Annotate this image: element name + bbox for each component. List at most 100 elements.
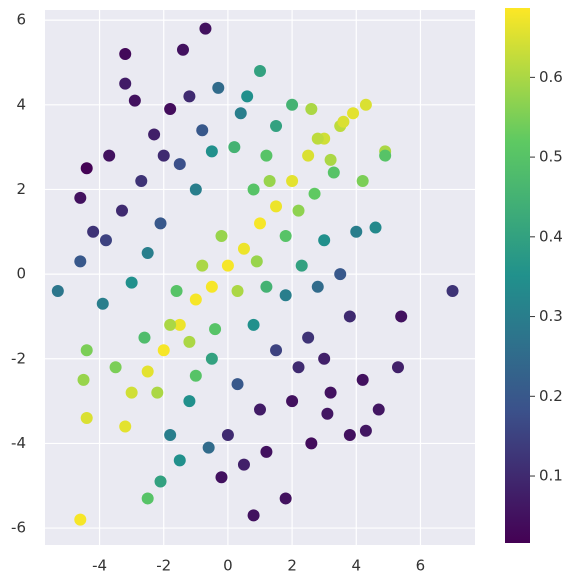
point: [318, 234, 331, 247]
point: [199, 22, 212, 35]
point: [189, 293, 202, 306]
point: [183, 395, 196, 408]
point: [359, 424, 372, 437]
y-tick-label: 0: [16, 265, 26, 283]
y-tick-label: -4: [11, 434, 26, 452]
point: [234, 107, 247, 120]
plot-area: [45, 10, 475, 545]
point: [209, 323, 222, 336]
point: [196, 124, 209, 137]
point: [379, 149, 392, 162]
point: [74, 513, 87, 526]
point: [173, 454, 186, 467]
point: [263, 174, 276, 187]
point: [343, 428, 356, 441]
point: [141, 492, 154, 505]
point: [321, 407, 334, 420]
point: [164, 103, 177, 116]
point: [135, 174, 148, 187]
point: [311, 280, 324, 293]
point: [359, 98, 372, 111]
point: [343, 310, 356, 323]
colorbar-tick-label: 0.1: [539, 467, 563, 485]
point: [221, 428, 234, 441]
point: [51, 285, 64, 298]
point: [173, 158, 186, 171]
point: [119, 77, 132, 90]
point: [164, 428, 177, 441]
point: [80, 162, 93, 175]
point: [154, 475, 167, 488]
point: [356, 174, 369, 187]
point: [334, 268, 347, 281]
point: [74, 255, 87, 268]
point: [302, 331, 315, 344]
point: [279, 230, 292, 243]
point: [241, 90, 254, 103]
point: [183, 90, 196, 103]
y-tick-label: 4: [16, 95, 26, 113]
point: [324, 386, 337, 399]
colorbar-tick-label: 0.2: [539, 387, 563, 405]
point: [116, 204, 129, 217]
point: [189, 183, 202, 196]
point: [292, 204, 305, 217]
point: [205, 352, 218, 365]
point: [221, 259, 234, 272]
point: [347, 107, 360, 120]
point: [87, 225, 100, 238]
point: [231, 285, 244, 298]
point: [302, 149, 315, 162]
point: [196, 259, 209, 272]
point: [305, 437, 318, 450]
point: [173, 318, 186, 331]
x-tick-label: 6: [416, 557, 426, 575]
point: [308, 187, 321, 200]
point: [151, 386, 164, 399]
point: [270, 119, 283, 132]
point: [260, 280, 273, 293]
point: [125, 386, 138, 399]
point: [157, 344, 170, 357]
point: [327, 166, 340, 179]
point: [215, 230, 228, 243]
point: [446, 285, 459, 298]
point: [154, 217, 167, 230]
point: [148, 128, 161, 141]
point: [80, 344, 93, 357]
y-tick-label: 6: [16, 11, 26, 29]
point: [279, 289, 292, 302]
point: [99, 234, 112, 247]
point: [128, 94, 141, 107]
point: [74, 191, 87, 204]
point: [254, 64, 266, 77]
point: [125, 276, 138, 289]
y-tick-label: -2: [11, 349, 26, 367]
point: [254, 403, 266, 416]
point: [250, 255, 263, 268]
point: [202, 441, 215, 454]
x-tick-label: -4: [92, 557, 107, 575]
x-tick-label: 0: [223, 557, 233, 575]
point: [176, 43, 189, 56]
point: [286, 98, 299, 111]
point: [369, 221, 382, 234]
point: [103, 149, 116, 162]
point: [247, 509, 260, 522]
point: [286, 395, 299, 408]
point: [164, 318, 177, 331]
colorbar-tick-label: 0.6: [539, 68, 563, 86]
point: [183, 335, 196, 348]
point: [119, 420, 132, 433]
point: [270, 200, 283, 213]
point: [237, 458, 250, 471]
y-tick-label: -6: [11, 519, 26, 537]
y-tick-label: 2: [16, 180, 26, 198]
point: [372, 403, 385, 416]
point: [311, 132, 324, 145]
point: [279, 492, 292, 505]
point: [270, 344, 283, 357]
point: [292, 361, 305, 374]
x-tick-label: -2: [156, 557, 171, 575]
